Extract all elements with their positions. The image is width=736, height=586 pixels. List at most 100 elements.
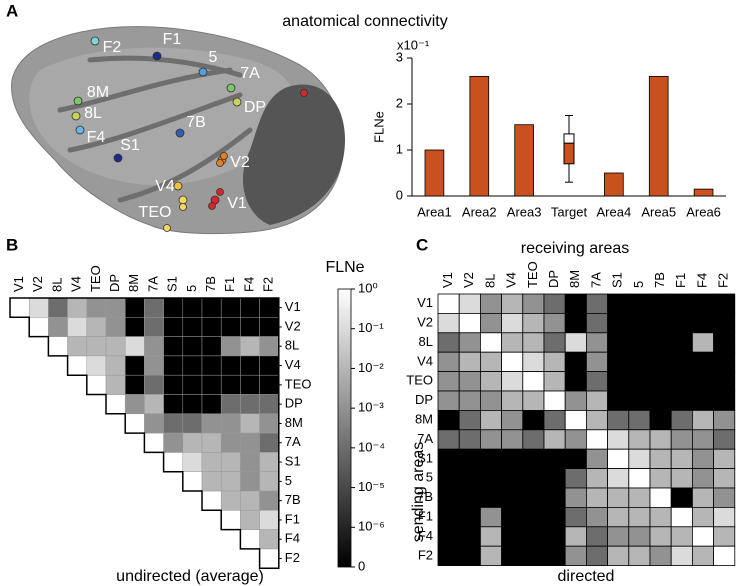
area-dot [71, 111, 81, 121]
heat-cell [458, 371, 481, 392]
heat-cell [628, 429, 651, 450]
panel-letter: B [6, 235, 18, 254]
heat-cell [522, 526, 545, 547]
heat-cell [564, 545, 587, 567]
area-dot [152, 51, 162, 61]
row-label: F4 [285, 531, 300, 546]
heat-cell [501, 545, 524, 567]
heat-cell [564, 468, 587, 489]
row-label: 7A [417, 431, 433, 446]
heat-cell [543, 312, 566, 334]
heat-cell [201, 432, 222, 453]
x-axis-label: undirected (average) [116, 568, 264, 585]
diagonal-cell [692, 526, 715, 547]
heat-cell [259, 317, 280, 337]
heat-cell [105, 355, 126, 376]
area-dot [216, 188, 224, 196]
heat-cell [437, 448, 460, 470]
heat-cell [67, 336, 88, 357]
x-tick-label: Area1 [417, 204, 452, 219]
area-label: 7B [186, 114, 206, 131]
heat-cell [144, 394, 164, 415]
diagonal-cell [607, 448, 630, 470]
heat-cell [692, 332, 715, 353]
x-axis-label: directed [558, 568, 615, 585]
row-label: V4 [285, 357, 301, 372]
heat-cell [670, 293, 693, 314]
heat-cell [670, 487, 693, 508]
heat-cell [479, 468, 502, 489]
y-axis-label: FLNe [371, 111, 386, 143]
heat-cell [586, 351, 609, 373]
column-label: DP [546, 270, 561, 288]
heat-cell [543, 526, 566, 547]
heat-cell [458, 390, 481, 411]
heat-cell [220, 413, 241, 434]
heat-cell [259, 394, 280, 415]
bar [604, 172, 624, 197]
heat-cell [437, 371, 460, 392]
heat-cell [163, 297, 184, 318]
colorbar-tick-label: 0 [358, 558, 365, 573]
diagonal-cell [182, 471, 203, 492]
heat-cell [144, 413, 164, 434]
row-label: DP [285, 396, 303, 411]
column-label: F4 [694, 273, 709, 288]
heat-cell [564, 293, 587, 314]
heat-cell [144, 317, 164, 337]
heat-cell [607, 487, 630, 508]
column-label: DP [107, 274, 122, 292]
x-tick-label: Area4 [597, 204, 632, 219]
colorbar-tick-label: 10⁻³ [358, 400, 384, 415]
column-label: 7B [652, 272, 667, 288]
heat-cell [628, 312, 651, 334]
column-label: F2 [716, 273, 731, 288]
heat-cell [713, 506, 736, 528]
heat-cell [201, 471, 222, 492]
area-label: F1 [163, 31, 182, 48]
heat-cell [259, 490, 280, 511]
heat-cell [586, 293, 609, 314]
heat-cell [543, 506, 566, 528]
heat-cell [713, 448, 736, 470]
row-label: DP [415, 392, 433, 407]
row-label: 5 [285, 473, 292, 488]
triangle-outline [9, 297, 280, 569]
heat-cell [48, 297, 68, 318]
colorbar-tick-label: 10⁰ [358, 280, 378, 295]
heat-cell [649, 293, 672, 314]
heat-cell [259, 471, 280, 492]
heat-cell [586, 468, 609, 489]
diagonal-cell [564, 409, 587, 431]
row-label: 7B [285, 492, 301, 507]
heat-cell [479, 487, 502, 508]
row-label: V4 [417, 353, 433, 368]
heat-cell [105, 336, 126, 357]
box-lower [563, 142, 575, 165]
area-dot [173, 181, 183, 191]
heat-cell [458, 487, 481, 508]
heat-cell [105, 374, 126, 395]
row-label: V1 [417, 295, 433, 310]
heat-cell [713, 487, 736, 508]
y-tick-label: 0 [396, 187, 403, 202]
heat-cell [201, 336, 222, 357]
heat-cell [649, 371, 672, 392]
heat-cell [201, 317, 222, 337]
heat-cell [522, 468, 545, 489]
diagonal-cell [458, 312, 481, 334]
heat-cell [437, 312, 460, 334]
heat-cell [259, 413, 280, 434]
heat-cell [182, 432, 203, 453]
heat-cell [144, 374, 164, 395]
heat-cell [670, 468, 693, 489]
heat-cell [649, 526, 672, 547]
heat-cell [692, 468, 715, 489]
heat-cell [522, 390, 545, 411]
area-dot [73, 96, 83, 106]
heat-cell [692, 506, 715, 528]
colorbar [337, 288, 352, 568]
heat-cell [692, 409, 715, 431]
diagonal-cell [259, 548, 280, 569]
panel-letter: C [416, 235, 428, 254]
